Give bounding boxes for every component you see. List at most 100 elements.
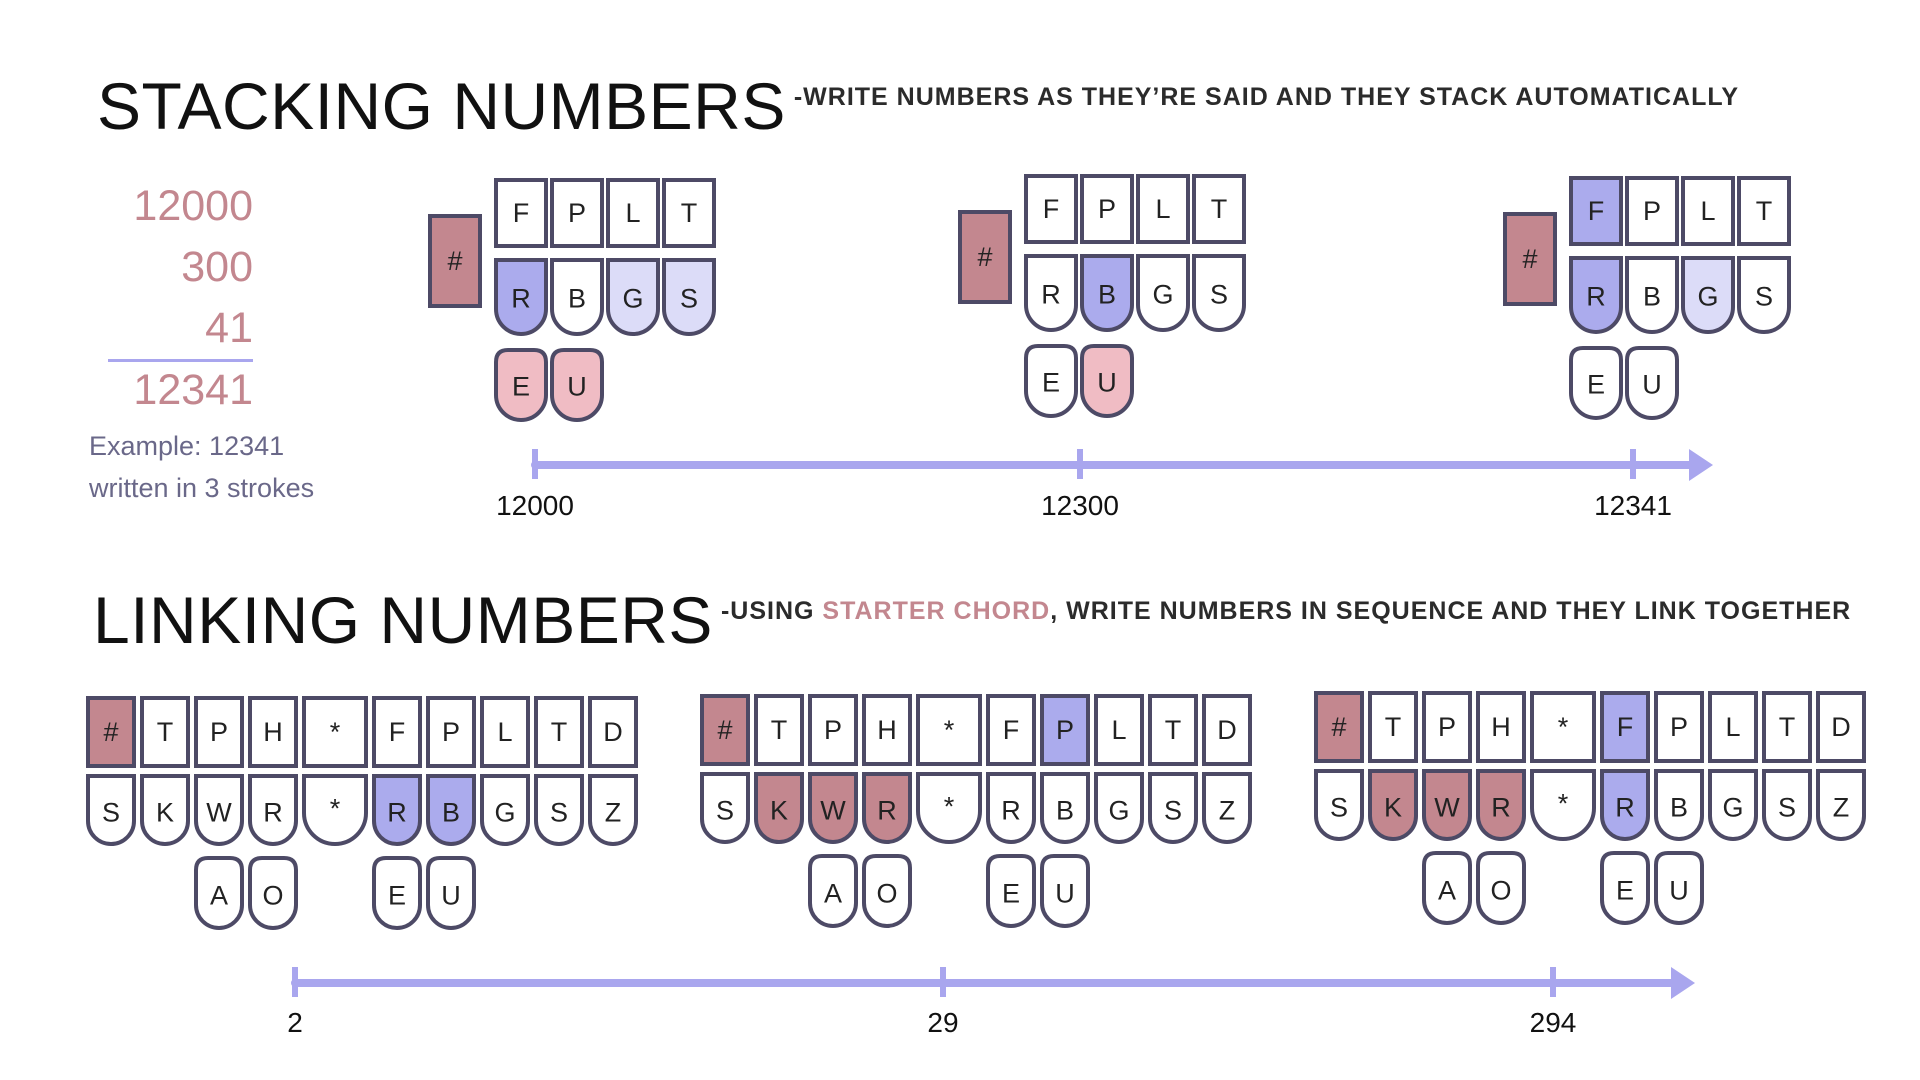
key-shape [662,178,716,248]
key-p: P [1422,691,1472,763]
key-label: H [263,717,283,747]
key-label: R [1491,793,1511,823]
key-label: F [513,198,530,228]
timeline-arrowhead [1689,449,1713,481]
key-shape [494,348,548,422]
key-r: R [986,772,1036,844]
key-label: G [622,284,643,314]
key-z: Z [1202,772,1252,844]
key-r: R [1476,769,1526,841]
key-label: P [1438,712,1456,742]
key-shape [662,258,716,336]
key-shape [1737,256,1791,334]
key-shape [1681,256,1735,334]
key-label: # [103,717,118,747]
key-label: A [824,879,842,909]
linking-heading: LINKING NUMBERS -USING STARTER CHORD, WRI… [93,582,1851,658]
key-label: E [388,881,406,911]
timeline-label: 12000 [496,490,574,521]
key-t: T [754,694,804,766]
key-t: T [534,696,584,768]
key-d: D [1202,694,1252,766]
key-t: T [1192,174,1246,244]
key-label: R [511,284,531,314]
key-shape [1530,769,1596,841]
key-label: T [1211,194,1228,224]
key-shape [494,178,548,248]
key-d: D [588,696,638,768]
key-label: S [716,796,734,826]
stacking-heading: STACKING NUMBERS -WRITE NUMBERS AS THEY’R… [97,68,1739,144]
key-label: E [1042,368,1060,398]
timeline-label: 12300 [1041,490,1119,521]
timeline-label: 2 [287,1007,303,1038]
key-l: L [606,178,660,248]
key-label: L [1700,196,1715,226]
key-label: U [441,881,461,911]
key-label: * [1558,789,1569,819]
key-b: B [1040,772,1090,844]
key-shape [1148,694,1198,766]
linking-timeline: 2 29 294 [287,967,1695,1038]
key-shape [428,214,482,308]
key-label: T [1756,196,1773,226]
key-shape [986,694,1036,766]
key-shape [588,696,638,768]
key-r: R [862,772,912,844]
key-label: G [1697,282,1718,312]
key-label: U [1669,876,1689,906]
key-shape [426,696,476,768]
key-label: W [1434,793,1460,823]
key-label: S [1778,793,1796,823]
key-label: G [1722,793,1743,823]
key-shape [372,774,422,846]
key-r: R [494,258,548,336]
vowel-key-o: O [248,856,298,930]
vowel-key-e: E [1024,344,1078,418]
key-label: U [1642,370,1662,400]
key-shape [372,856,422,930]
timeline-arrowhead [1671,967,1695,999]
key-shape [302,774,368,846]
key-label: F [1003,715,1020,745]
key-shape [1368,691,1418,763]
key-s: S [700,772,750,844]
key-shape [1569,176,1623,246]
key-shape [1503,212,1557,306]
key-label: R [1586,282,1606,312]
key-shape [606,258,660,336]
key-shape [140,774,190,846]
key-shape [1024,174,1078,244]
key-shape [808,854,858,928]
key-label: # [447,246,462,276]
key-h: H [862,694,912,766]
key-label: U [1055,879,1075,909]
key-shape [1024,344,1078,418]
key-shape [1762,691,1812,763]
key-label: F [1617,712,1634,742]
key-shape [754,772,804,844]
linking-subtitle-suffix: , WRITE NUMBERS IN SEQUENCE AND THEY LIN… [1050,597,1852,625]
key-p: P [1080,174,1134,244]
stacking-sum: 12000 300 41 12341 [78,176,253,416]
caption-line: written in 3 strokes [89,473,315,503]
sum-line: 300 [181,243,253,291]
key-label: T [771,715,788,745]
starter-chord-label: STARTER CHORD [822,597,1051,625]
key-s: S [1314,769,1364,841]
number-key: # [700,694,750,766]
key-shape [1202,772,1252,844]
key-d: D [1816,691,1866,763]
key-shape [372,696,422,768]
key-b: B [550,258,604,336]
key-g: G [606,258,660,336]
linking-stroke-1: # T P H * F P L T D S K W R * R B G S Z A O E U [86,696,638,930]
key-shape [862,694,912,766]
key-shape [534,696,584,768]
linking-stroke-3: # T P H * F P L T D S K W R * R B G S Z A O E U [1314,691,1866,925]
key-label: U [1097,368,1117,398]
key-label: P [1056,715,1074,745]
linking-title: LINKING NUMBERS [93,583,713,657]
key-label: F [389,717,406,747]
key-label: S [1330,793,1348,823]
